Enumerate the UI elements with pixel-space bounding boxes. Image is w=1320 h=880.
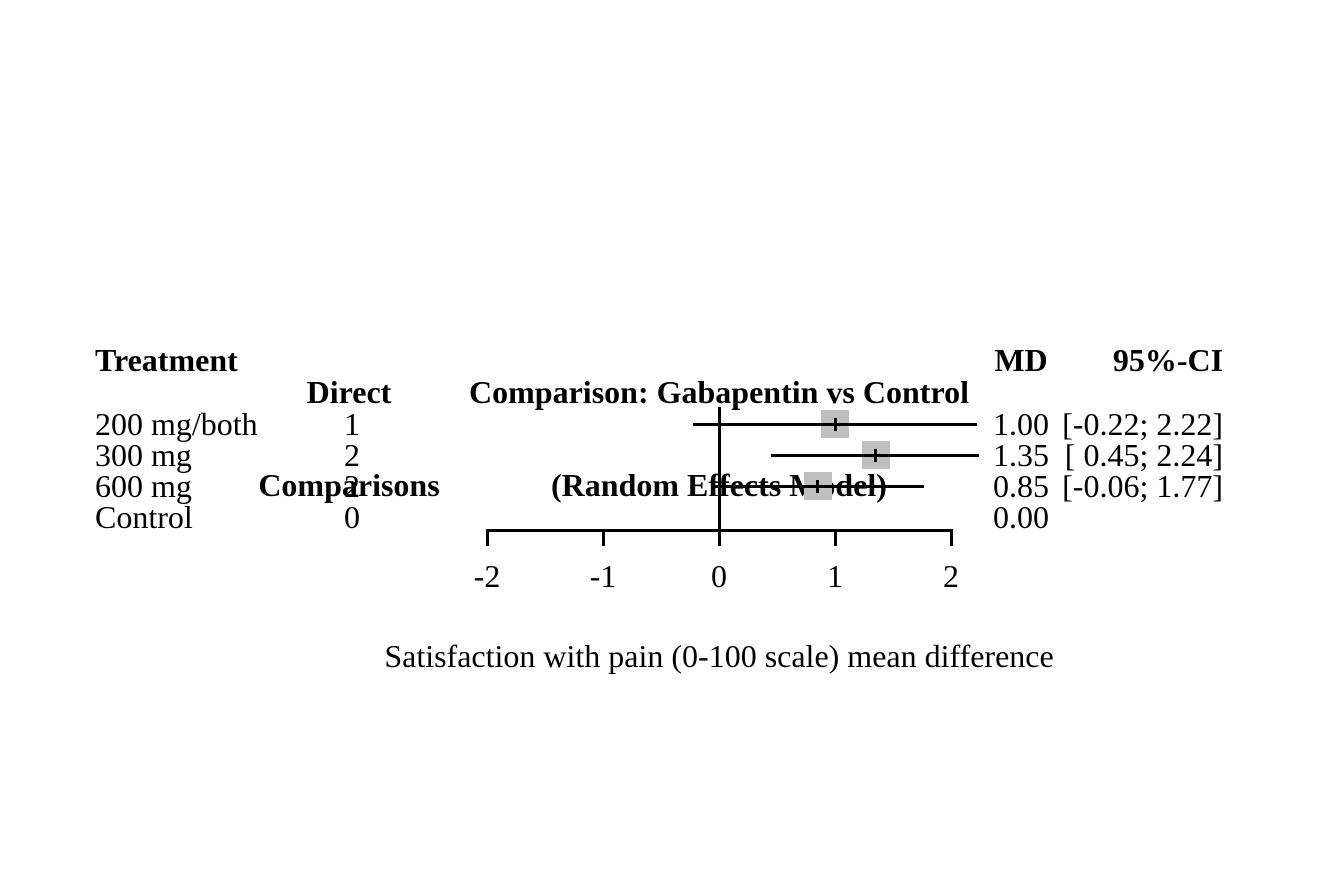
column-header-direct-comparisons: Direct Comparisons <box>258 315 439 563</box>
x-axis-tick <box>833 530 837 546</box>
md-value: 0.85 <box>993 467 1049 504</box>
point-estimate-tick <box>874 448 878 462</box>
column-header-direct-line1: Direct <box>306 374 392 410</box>
treatment-label: 300 mg <box>95 436 192 473</box>
column-header-ci: 95%-CI <box>1112 342 1224 378</box>
x-axis-tick <box>717 530 721 546</box>
x-axis-caption: Satisfaction with pain (0-100 scale) mea… <box>384 638 1054 674</box>
column-header-direct-line2: Comparisons <box>258 467 440 503</box>
direct-comparisons-value: 2 <box>344 467 360 504</box>
point-estimate-tick <box>833 417 837 431</box>
ci-value: [-0.22; 2.22] <box>1062 405 1223 442</box>
x-axis-tick-label: 1 <box>827 558 843 594</box>
md-value: 1.35 <box>993 436 1049 473</box>
column-header-md: MD <box>994 342 1048 378</box>
x-axis-tick <box>601 530 605 546</box>
point-estimate-tick <box>816 479 820 493</box>
zero-reference-line <box>717 407 721 546</box>
column-header-treatment: Treatment <box>95 342 238 378</box>
x-axis-tick <box>485 530 489 546</box>
md-value: 0.00 <box>993 498 1049 535</box>
x-axis-tick-label: -2 <box>473 558 501 594</box>
direct-comparisons-value: 0 <box>344 498 360 535</box>
x-axis-tick-label: -1 <box>589 558 617 594</box>
ci-value: [ 0.45; 2.24] <box>1064 436 1223 473</box>
direct-comparisons-value: 2 <box>344 436 360 473</box>
treatment-label: 600 mg <box>95 467 192 504</box>
treatment-label: 200 mg/both <box>95 405 258 442</box>
plot-title-line1: Comparison: Gabapentin vs Control <box>469 374 969 410</box>
x-axis-tick <box>949 530 953 546</box>
x-axis-tick-label: 0 <box>711 558 727 594</box>
x-axis-tick-label: 2 <box>943 558 959 594</box>
md-value: 1.00 <box>993 405 1049 442</box>
direct-comparisons-value: 1 <box>344 405 360 442</box>
treatment-label: Control <box>95 498 193 535</box>
ci-value: [-0.06; 1.77] <box>1062 467 1223 504</box>
